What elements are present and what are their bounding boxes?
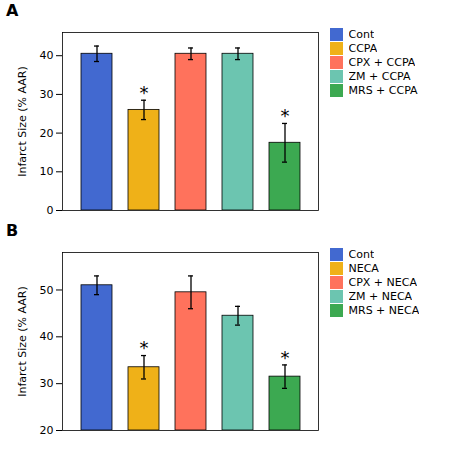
svg-text:*: *	[140, 337, 149, 358]
html-text:Cont: Cont	[348, 28, 375, 41]
svg-text:*: *	[281, 105, 290, 126]
svg-text:30: 30	[40, 88, 54, 101]
html-text:Cont: Cont	[348, 248, 375, 261]
svg-text:0: 0	[47, 204, 54, 217]
html-text:CPX + NECA: CPX + NECA	[348, 276, 417, 289]
svg-text:*: *	[140, 82, 149, 103]
html-text:ZM + NECA: ZM + NECA	[348, 290, 413, 303]
svg-text:10: 10	[40, 165, 54, 178]
svg-text:20: 20	[40, 127, 54, 140]
svg-text:40: 40	[40, 330, 54, 343]
html-text:ZM + CCPA: ZM + CCPA	[348, 70, 411, 83]
html-text:A: A	[6, 1, 19, 20]
html-text:B: B	[6, 221, 19, 240]
html-text:CPX + CCPA: CPX + CCPA	[348, 56, 416, 69]
html-text:MRS + NECA: MRS + NECA	[348, 304, 420, 317]
svg-text:*: *	[281, 347, 290, 368]
svg-text:40: 40	[40, 49, 54, 62]
svg-text:Infarct Size (% AAR): Infarct Size (% AAR)	[16, 286, 29, 397]
svg-text:30: 30	[40, 377, 54, 390]
svg-text:50: 50	[40, 283, 54, 296]
html-text:NECA: NECA	[348, 262, 379, 275]
svg-text:Infarct Size (% AAR): Infarct Size (% AAR)	[16, 66, 29, 177]
svg-text:20: 20	[40, 424, 54, 437]
html-text:CCPA: CCPA	[348, 42, 378, 55]
html-text:MRS + CCPA: MRS + CCPA	[348, 84, 418, 97]
